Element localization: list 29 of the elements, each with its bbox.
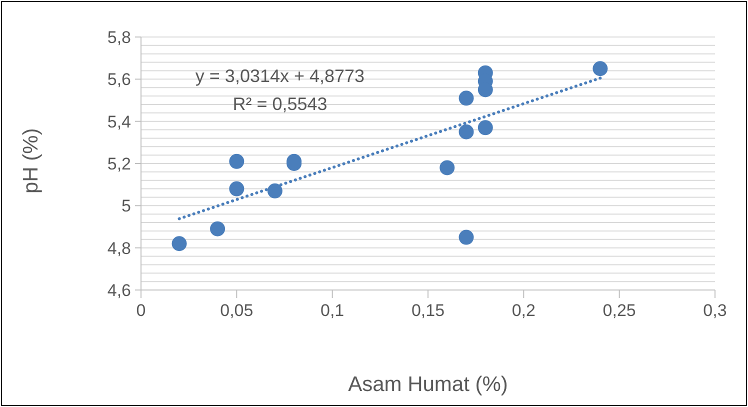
x-axis-title: Asam Humat (%) [348,373,508,396]
point [458,90,474,106]
point [210,221,226,236]
y-tick-label: 5,8 [107,28,131,47]
x-tick-label: 0,2 [512,301,536,320]
y-tick-label: 4,8 [107,238,131,258]
point [458,124,474,140]
point [440,160,455,176]
point [267,183,282,198]
y-tick-label: 5,6 [107,70,131,90]
x-tick-label: 0,15 [411,301,445,320]
point [458,230,474,245]
point [592,61,608,76]
point [172,236,187,252]
annotation: R² = 0,5543 [232,94,328,115]
y-tick-label: 4,6 [107,281,131,300]
y-tick-label: 5,4 [107,112,131,132]
x-tick-label: 0,25 [602,301,636,320]
y-tick-label: 5 [122,196,131,216]
point [478,120,493,136]
x-tick-label: 0,05 [220,301,254,320]
annotation: y = 3,0314x + 4,8773 [194,66,366,87]
x-tick-label: 0,1 [320,301,344,320]
point [229,154,244,169]
point [229,181,244,196]
x-tick-label: 0 [136,301,146,320]
y-tick-label: 5,2 [107,154,131,174]
x-tick-label: 0,3 [703,301,727,320]
y-axis-title: pH (%) [19,128,42,194]
